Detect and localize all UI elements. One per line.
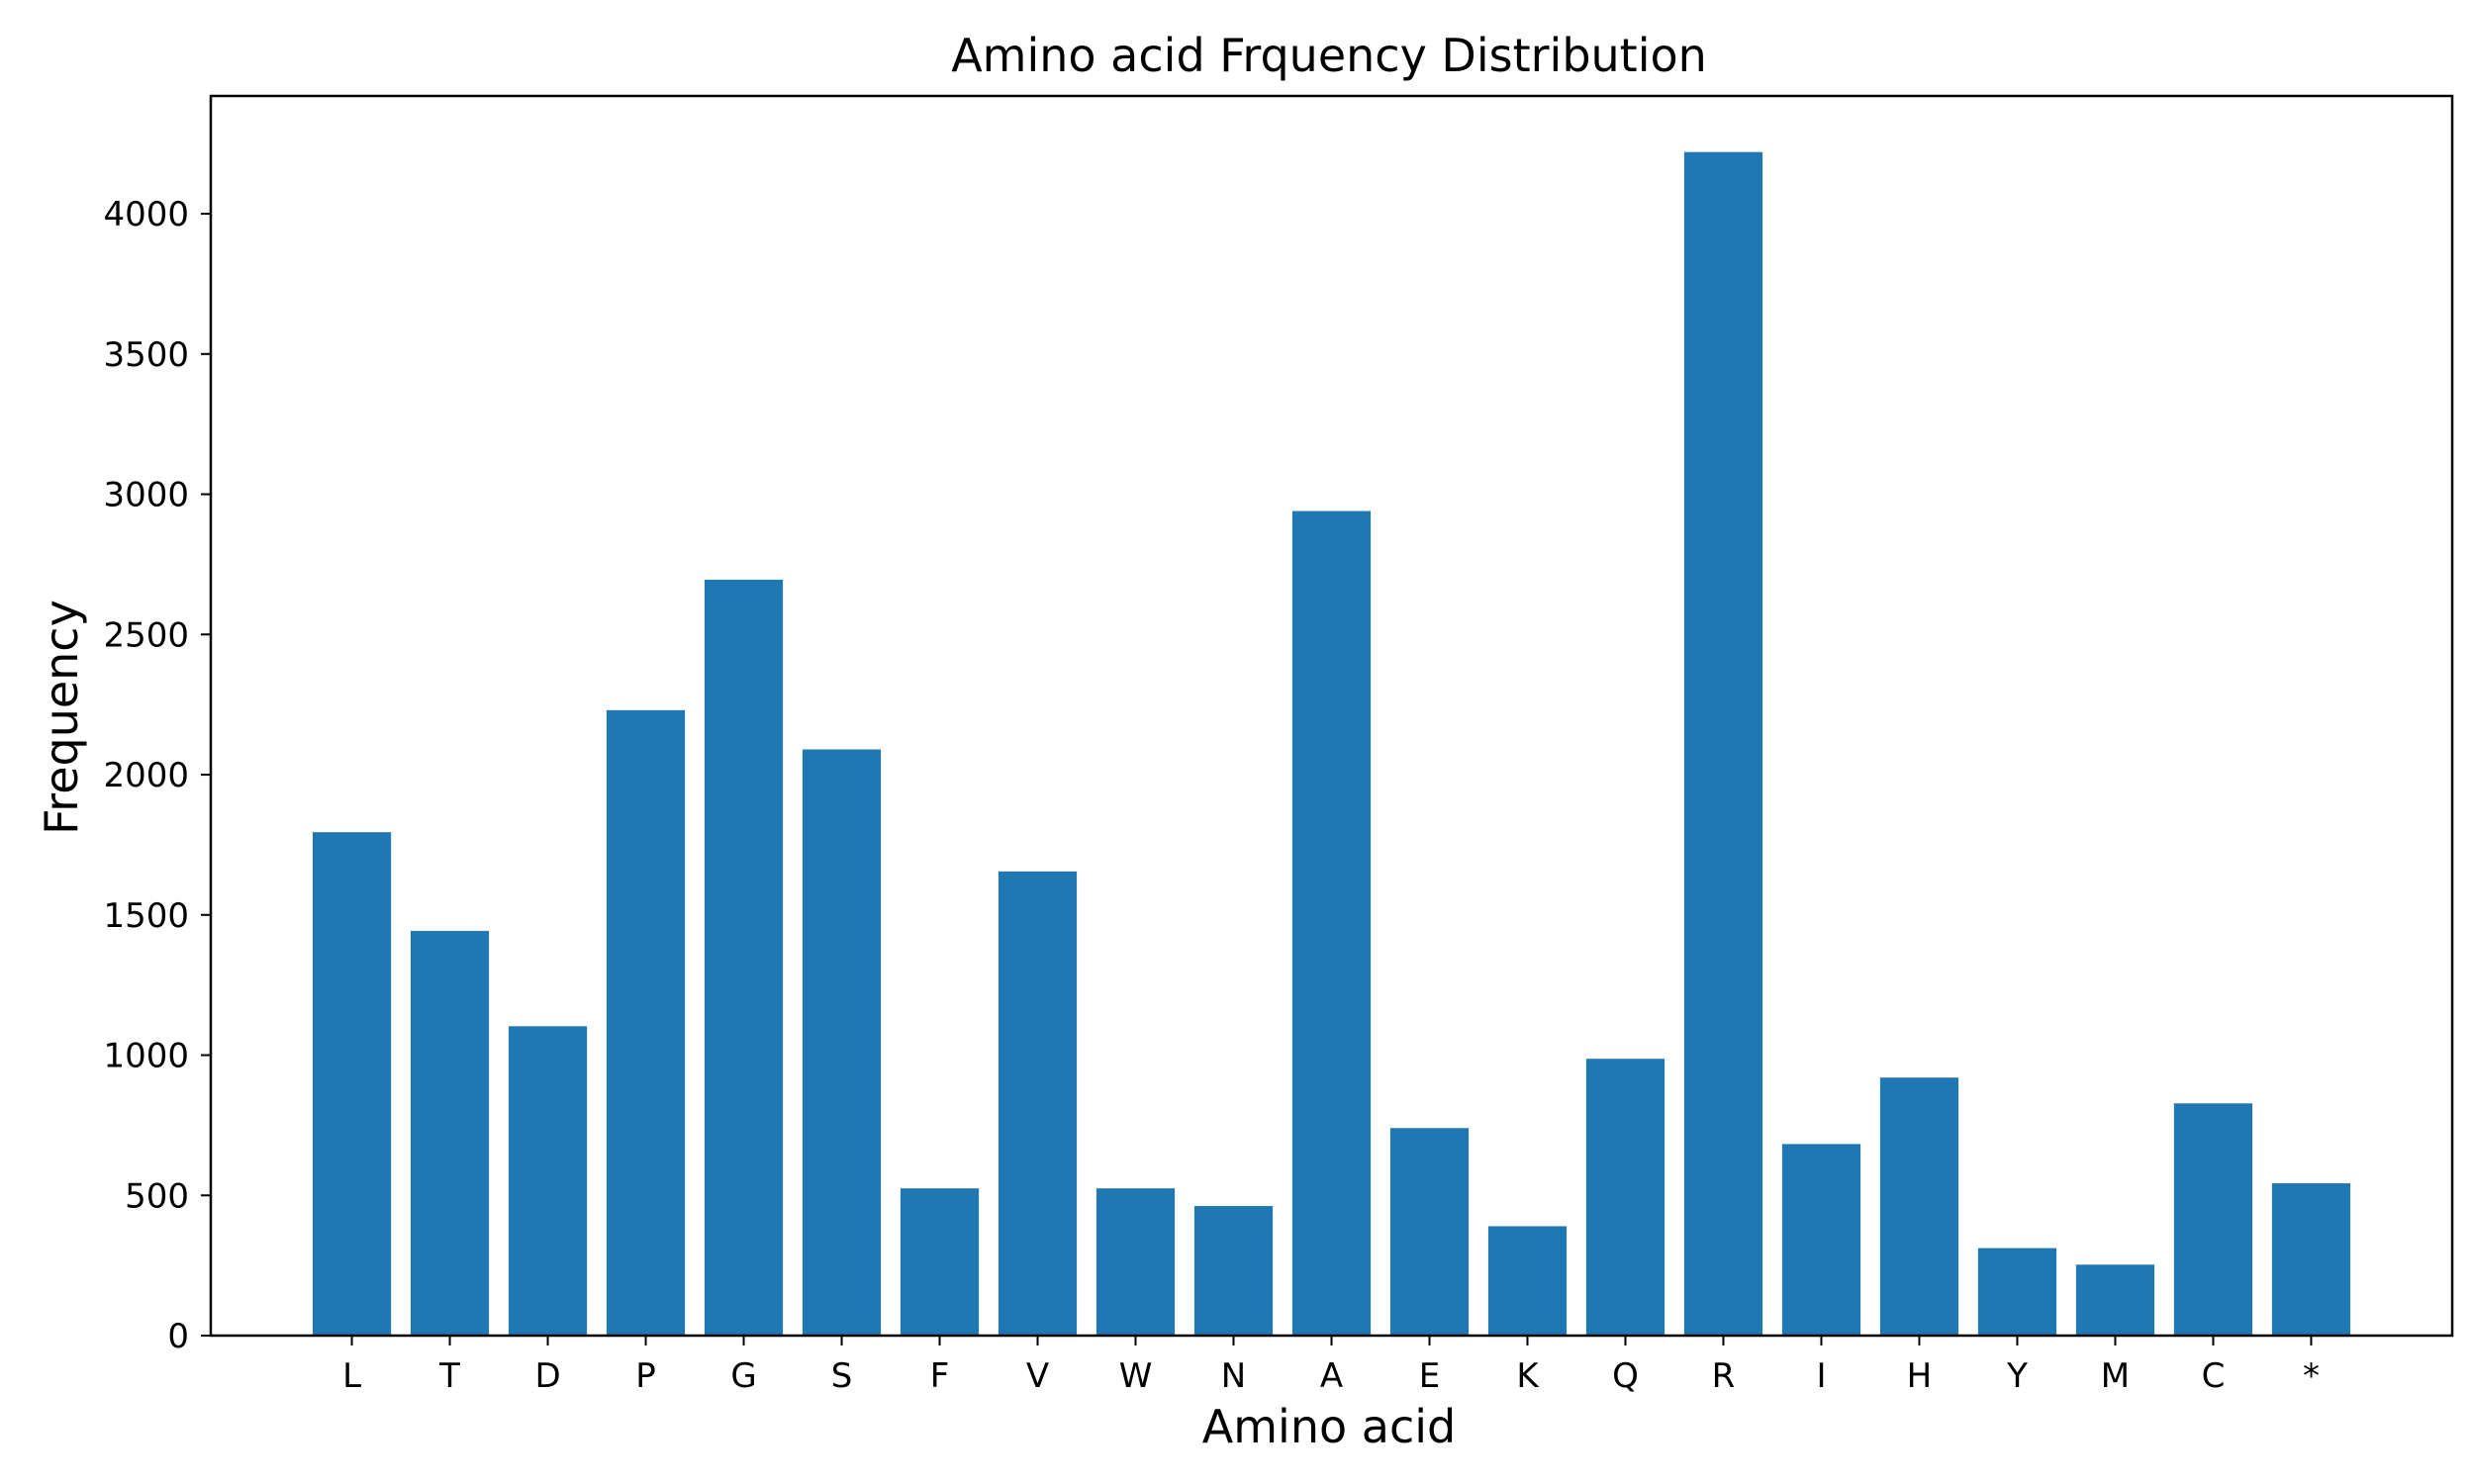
bar-V [998, 871, 1078, 1336]
x-tick-label: * [2303, 1356, 2320, 1396]
x-tick-label: A [1320, 1356, 1343, 1396]
y-tick-label: 3500 [103, 335, 189, 375]
bar-F [900, 1188, 980, 1336]
bar-Y [1977, 1248, 2057, 1336]
x-tick-label: R [1712, 1356, 1736, 1396]
bar-Q [1585, 1059, 1665, 1336]
bar-I [1781, 1144, 1861, 1336]
x-tick-label: I [1816, 1356, 1826, 1396]
plot-frame [209, 94, 2454, 1338]
y-tick-label: 500 [125, 1176, 189, 1216]
x-tick-label: Q [1612, 1356, 1639, 1396]
x-tick-label: T [438, 1356, 460, 1396]
bar-C [2173, 1103, 2253, 1336]
x-tick-label: W [1119, 1356, 1153, 1396]
x-tick-label: P [635, 1356, 656, 1396]
chart-title: Amino acid Frquency Distribution [951, 29, 1707, 82]
bar-M [2075, 1264, 2155, 1336]
bar-K [1487, 1226, 1568, 1336]
x-tick-label: G [730, 1356, 756, 1396]
x-tick-label: F [930, 1356, 950, 1396]
bars-group [312, 151, 2351, 1337]
x-tick-label: V [1026, 1356, 1049, 1396]
x-tick-label: D [534, 1356, 560, 1396]
y-tick-label: 4000 [103, 195, 189, 234]
x-tick-label: L [342, 1356, 361, 1396]
x-axis: L T D P G S F V W N A E K Q R I H Y M C * [342, 1336, 2320, 1396]
bar-R [1683, 151, 1763, 1337]
y-tick-label: 2500 [103, 615, 189, 655]
x-tick-label: E [1419, 1356, 1440, 1396]
y-tick-label: 3000 [103, 476, 189, 515]
bar-G [704, 580, 784, 1336]
y-axis-label: Frequency [35, 600, 88, 835]
bar-P [606, 709, 686, 1336]
x-tick-label: S [831, 1356, 853, 1396]
y-tick-label: 2000 [103, 756, 189, 795]
bar-S [802, 749, 882, 1336]
bar-A [1291, 510, 1372, 1336]
y-tick-label: 1000 [103, 1037, 189, 1076]
y-tick-label: 0 [167, 1317, 189, 1356]
bar-E [1389, 1128, 1470, 1336]
x-tick-label: C [2202, 1356, 2226, 1396]
x-tick-label: N [1221, 1356, 1246, 1396]
x-tick-label: M [2101, 1356, 2130, 1396]
bar-W [1095, 1188, 1176, 1336]
bar-L [312, 832, 392, 1336]
bar-T [410, 930, 490, 1336]
y-tick-label: 1500 [103, 896, 189, 936]
bar-H [1879, 1077, 1959, 1336]
x-tick-label: K [1516, 1356, 1540, 1396]
bar-stop [2271, 1183, 2351, 1336]
bar-N [1193, 1206, 1274, 1336]
y-axis: 0 500 1000 1500 2000 2500 3000 3500 4000 [103, 195, 211, 1356]
bar-D [508, 1026, 588, 1336]
x-tick-label: Y [2006, 1356, 2028, 1396]
x-tick-label: H [1907, 1356, 1933, 1396]
x-axis-label: Amino acid [1202, 1400, 1456, 1453]
